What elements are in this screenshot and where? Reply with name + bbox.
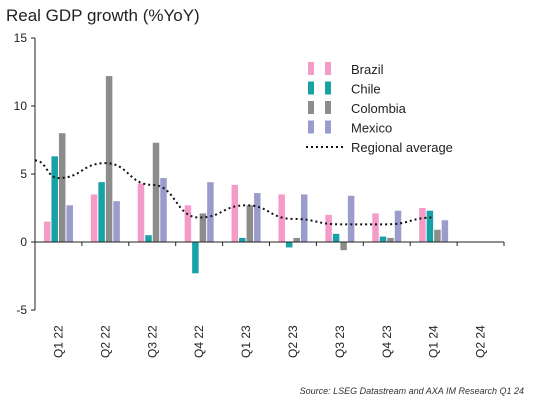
x-tick-label: Q2 22 (98, 325, 112, 358)
legend-label-colombia: Colombia (351, 101, 407, 116)
bar-brazil-q3-23 (325, 214, 332, 242)
bar-brazil-q1-23 (231, 184, 239, 242)
bar-colombia-q1-23 (246, 205, 254, 242)
bar-colombia-q3-22 (152, 142, 160, 242)
bar-chile-q1-23 (239, 237, 246, 242)
bar-colombia-q2-23 (293, 237, 300, 242)
legend: Brazil Chile Colombia Mexico Regional averag… (306, 62, 453, 155)
legend-label-regional-average: Regional average (351, 140, 453, 155)
x-tick-label: Q3 22 (145, 325, 159, 358)
legend-label-mexico: Mexico (351, 121, 392, 136)
bar-brazil-q4-22 (184, 205, 192, 242)
bar-chile-q4-22 (192, 242, 199, 274)
legend-swatch-chile (308, 81, 314, 95)
legend-swatch-mexico (308, 120, 314, 134)
bar-brazil-q4-23 (372, 213, 379, 242)
bars-layer (43, 76, 449, 274)
x-tick-label: Q1 23 (239, 325, 253, 358)
bar-mexico-q1-23 (254, 193, 261, 242)
legend-swatch-brazil (308, 62, 314, 75)
y-tick-label: -5 (16, 303, 27, 317)
bar-chile-q3-22 (145, 235, 152, 242)
chart-title: Real GDP growth (%YoY) (6, 6, 200, 25)
bar-chile-q1-24 (426, 210, 434, 242)
bar-mexico-q2-22 (113, 201, 120, 242)
bar-colombia-q3-23 (340, 242, 347, 251)
bar-chile-q2-23 (285, 242, 293, 248)
bar-brazil-q1-22 (43, 221, 51, 242)
bar-mexico-q1-22 (66, 205, 73, 242)
y-tick-label: 10 (14, 99, 28, 113)
x-tick-label: Q4 22 (192, 325, 206, 358)
bar-mexico-q3-23 (347, 195, 355, 242)
x-tick-label: Q3 23 (333, 325, 347, 358)
bar-colombia-q2-22 (105, 76, 113, 242)
bar-chile-q3-23 (332, 233, 340, 242)
bar-brazil-q1-24 (419, 208, 426, 242)
bar-colombia-q4-22 (199, 213, 207, 242)
bar-mexico-q4-22 (207, 182, 214, 242)
x-tick-label: Q1 22 (51, 325, 65, 358)
bar-colombia-q1-24 (434, 229, 441, 242)
y-tick-label: 5 (20, 167, 27, 181)
x-tick-label: Q4 23 (380, 325, 394, 358)
regional-average-line (34, 159, 434, 226)
legend-label-brazil: Brazil (351, 62, 384, 77)
bar-colombia-q1-22 (58, 133, 66, 242)
bar-brazil-q2-22 (90, 194, 98, 242)
bar-chile-q2-22 (98, 182, 105, 242)
bar-mexico-q1-24 (441, 220, 449, 242)
legend-swatch-colombia (325, 101, 331, 114)
bar-mexico-q3-22 (160, 178, 167, 242)
y-tick-label: 15 (14, 31, 28, 45)
regional-average-layer (34, 159, 434, 226)
legend-swatch-colombia (308, 101, 314, 114)
bar-chile-q4-23 (379, 236, 387, 242)
bar-mexico-q2-23 (300, 194, 308, 242)
bar-chile-q1-22 (51, 156, 58, 242)
x-tick-label: Q2 23 (286, 325, 300, 358)
axes-layer: -5 0 5 10 15 Q1 22 Q2 22 Q3 22 Q4 22 Q1 23 Q2 23 Q3… (14, 31, 505, 358)
legend-swatch-brazil (325, 62, 331, 75)
bar-mexico-q4-23 (394, 210, 402, 242)
legend-swatch-chile (325, 81, 331, 95)
x-tick-label: Q1 24 (427, 325, 441, 358)
x-tick-label: Q2 24 (474, 325, 488, 358)
source-note: Source: LSEG Datastream and AXA IM Resea… (299, 386, 524, 396)
legend-swatch-mexico (325, 120, 331, 134)
y-tick-label: 0 (20, 235, 27, 249)
legend-label-chile: Chile (351, 82, 381, 97)
bar-brazil-q3-22 (137, 183, 145, 242)
bar-colombia-q4-23 (387, 237, 394, 242)
